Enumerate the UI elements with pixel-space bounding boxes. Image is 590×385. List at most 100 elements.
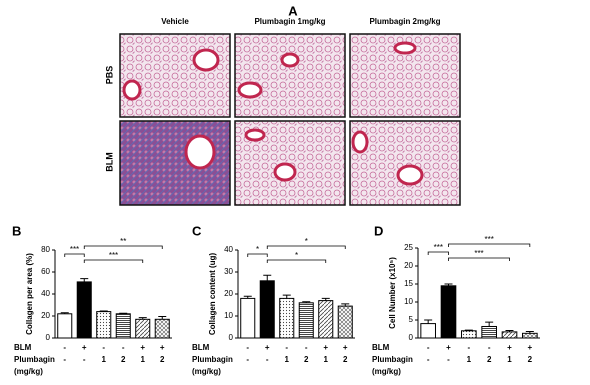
error-bar	[282, 294, 291, 299]
y-tick-label: 10	[224, 311, 233, 320]
y-tick-label: 30	[224, 267, 233, 276]
table-cell: 2	[528, 355, 533, 364]
error-bar	[60, 312, 69, 314]
y-axis-label: Collagen per area (%)	[25, 253, 34, 335]
table-row-label: BLM	[192, 343, 210, 352]
table-cell: +	[160, 343, 165, 352]
table-cell: 2	[160, 355, 165, 364]
y-tick-label: 20	[41, 311, 50, 320]
bar	[298, 302, 314, 339]
table-row-unit: (mg/kg)	[14, 367, 43, 376]
y-tick-label: 0	[46, 333, 51, 342]
table-cell: 1	[102, 355, 107, 364]
error-bar	[243, 295, 252, 299]
table-cell: -	[122, 343, 125, 352]
panel-label: B	[12, 223, 21, 238]
y-axis-label: Cell Number (x10⁵)	[388, 257, 397, 329]
table-cell: -	[266, 355, 269, 364]
table-cell: +	[265, 343, 270, 352]
error-bar	[99, 310, 108, 312]
table-cell: +	[323, 343, 328, 352]
error-bar	[444, 283, 453, 286]
table-cell: 2	[121, 355, 126, 364]
table-cell: 2	[304, 355, 309, 364]
error-bar	[302, 301, 311, 303]
y-tick-label: 10	[404, 297, 413, 306]
bar	[76, 281, 92, 339]
row-header: BLM	[104, 152, 114, 172]
table-cell: -	[63, 343, 66, 352]
error-bar	[525, 331, 534, 334]
error-bar	[321, 297, 330, 301]
table-cell: -	[467, 343, 470, 352]
error-bar	[341, 303, 350, 307]
bar	[337, 305, 353, 339]
table-row-unit: (mg/kg)	[192, 367, 221, 376]
significance-label: *	[305, 237, 308, 246]
bar	[420, 323, 436, 339]
airways	[122, 41, 424, 186]
table-row-label: Plumbagin	[372, 355, 413, 364]
significance-bracket	[266, 245, 346, 249]
y-tick-label: 60	[41, 267, 50, 276]
table-cell: -	[427, 343, 430, 352]
bar	[440, 285, 457, 339]
bar	[279, 297, 295, 339]
table-cell: +	[527, 343, 532, 352]
error-bar	[263, 274, 272, 281]
error-bar	[119, 312, 128, 314]
bar	[135, 318, 151, 339]
error-bar	[138, 317, 147, 320]
significance-bracket	[64, 253, 85, 257]
table-cell: 1	[324, 355, 329, 364]
table-cell: -	[488, 343, 491, 352]
y-tick-label: 25	[404, 243, 413, 252]
significance-label: ***	[70, 245, 79, 254]
column-header: Plumbagin 2mg/kg	[369, 17, 440, 26]
table-cell: -	[305, 343, 308, 352]
table-cell: -	[447, 355, 450, 364]
significance-label: ***	[474, 249, 483, 258]
y-tick-label: 20	[224, 289, 233, 298]
bar	[259, 280, 275, 339]
significance-label: ***	[434, 243, 443, 252]
bar	[501, 331, 518, 339]
table-cell: -	[83, 355, 86, 364]
significance-bracket	[83, 259, 144, 263]
table-cell: 1	[507, 355, 512, 364]
significance-label: *	[295, 251, 298, 260]
bar	[461, 330, 477, 339]
significance-bracket	[448, 243, 531, 247]
significance-bracket	[427, 251, 449, 255]
significance-label: *	[256, 245, 259, 254]
significance-label: ***	[109, 251, 118, 260]
significance-bracket	[448, 257, 510, 261]
table-cell: +	[343, 343, 348, 352]
table-cell: -	[246, 355, 249, 364]
bar	[96, 311, 112, 339]
panel-label: C	[192, 223, 202, 238]
bar	[318, 300, 334, 339]
y-tick-label: 40	[41, 289, 50, 298]
y-tick-label: 0	[229, 333, 234, 342]
y-tick-label: 5	[409, 315, 414, 324]
table-cell: 1	[141, 355, 146, 364]
table-row-label: Plumbagin	[192, 355, 233, 364]
table-cell: 1	[467, 355, 472, 364]
table-row-label: BLM	[372, 343, 390, 352]
table-cell: -	[246, 343, 249, 352]
y-tick-label: 40	[224, 245, 233, 254]
y-axis-label: Collagen content (ug)	[208, 253, 217, 336]
panel-label: D	[374, 223, 383, 238]
table-cell: 2	[487, 355, 492, 364]
table-row-label: BLM	[14, 343, 32, 352]
bar	[522, 332, 538, 339]
significance-label: ***	[484, 235, 493, 244]
bar	[115, 313, 131, 339]
significance-bracket	[83, 245, 163, 249]
error-bar	[80, 278, 89, 282]
column-header: Vehicle	[161, 17, 189, 26]
y-tick-label: 15	[404, 279, 413, 288]
table-cell: +	[140, 343, 145, 352]
